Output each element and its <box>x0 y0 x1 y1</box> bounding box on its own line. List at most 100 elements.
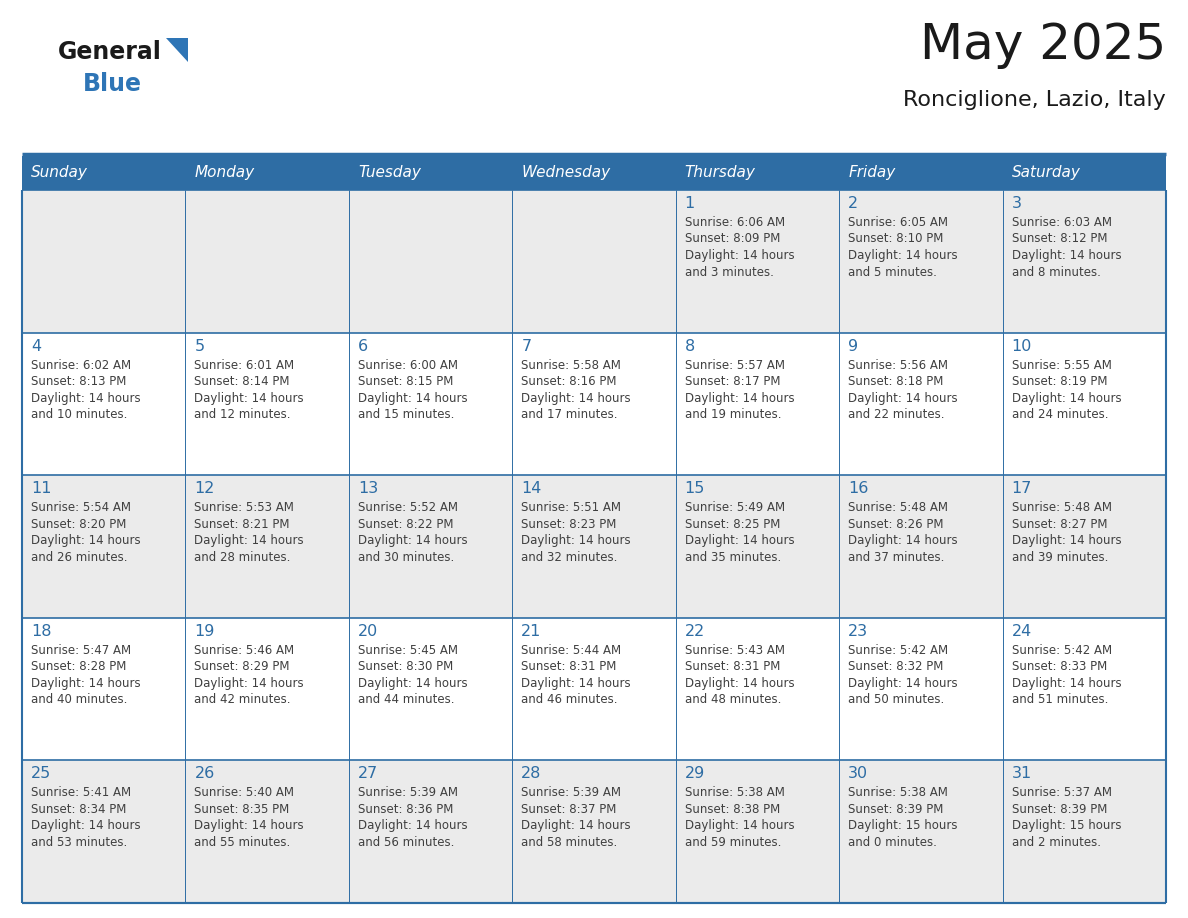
Text: Sunset: 8:25 PM: Sunset: 8:25 PM <box>684 518 781 531</box>
Text: Sunrise: 5:42 AM: Sunrise: 5:42 AM <box>1011 644 1112 656</box>
Text: Sunrise: 6:02 AM: Sunrise: 6:02 AM <box>31 359 131 372</box>
Text: Sunset: 8:10 PM: Sunset: 8:10 PM <box>848 232 943 245</box>
Text: Sunrise: 6:00 AM: Sunrise: 6:00 AM <box>358 359 457 372</box>
Text: Sunset: 8:20 PM: Sunset: 8:20 PM <box>31 518 126 531</box>
Text: and 24 minutes.: and 24 minutes. <box>1011 409 1108 421</box>
Text: General: General <box>58 40 162 64</box>
Text: and 51 minutes.: and 51 minutes. <box>1011 693 1108 706</box>
Text: and 17 minutes.: and 17 minutes. <box>522 409 618 421</box>
Text: Daylight: 14 hours: Daylight: 14 hours <box>522 392 631 405</box>
Text: Sunrise: 5:37 AM: Sunrise: 5:37 AM <box>1011 787 1112 800</box>
Text: 24: 24 <box>1011 624 1032 639</box>
Text: Daylight: 14 hours: Daylight: 14 hours <box>522 677 631 689</box>
Text: 17: 17 <box>1011 481 1032 497</box>
Text: Sunset: 8:31 PM: Sunset: 8:31 PM <box>684 660 781 673</box>
Bar <box>1003 156 1165 190</box>
Text: and 53 minutes.: and 53 minutes. <box>31 836 127 849</box>
Bar <box>23 476 1165 618</box>
Text: and 50 minutes.: and 50 minutes. <box>848 693 944 706</box>
Text: Sunset: 8:37 PM: Sunset: 8:37 PM <box>522 803 617 816</box>
Text: Daylight: 14 hours: Daylight: 14 hours <box>31 392 140 405</box>
Text: and 8 minutes.: and 8 minutes. <box>1011 265 1100 278</box>
Text: Daylight: 14 hours: Daylight: 14 hours <box>358 392 468 405</box>
Text: 4: 4 <box>31 339 42 353</box>
Text: Sunset: 8:39 PM: Sunset: 8:39 PM <box>848 803 943 816</box>
Bar <box>23 760 1165 903</box>
Bar <box>676 156 839 190</box>
Text: 26: 26 <box>195 767 215 781</box>
Text: 6: 6 <box>358 339 368 353</box>
Text: Daylight: 14 hours: Daylight: 14 hours <box>31 820 140 833</box>
Text: Sunset: 8:27 PM: Sunset: 8:27 PM <box>1011 518 1107 531</box>
Text: Daylight: 14 hours: Daylight: 14 hours <box>358 820 468 833</box>
Text: Daylight: 14 hours: Daylight: 14 hours <box>358 534 468 547</box>
Text: Daylight: 14 hours: Daylight: 14 hours <box>848 392 958 405</box>
Bar <box>23 618 1165 760</box>
Text: Sunrise: 6:05 AM: Sunrise: 6:05 AM <box>848 216 948 229</box>
Text: 27: 27 <box>358 767 378 781</box>
Text: and 56 minutes.: and 56 minutes. <box>358 836 454 849</box>
Text: and 12 minutes.: and 12 minutes. <box>195 409 291 421</box>
Text: Sunset: 8:38 PM: Sunset: 8:38 PM <box>684 803 781 816</box>
Text: and 35 minutes.: and 35 minutes. <box>684 551 781 564</box>
Text: Sunrise: 5:56 AM: Sunrise: 5:56 AM <box>848 359 948 372</box>
Text: and 40 minutes.: and 40 minutes. <box>31 693 127 706</box>
Text: Sunrise: 5:57 AM: Sunrise: 5:57 AM <box>684 359 785 372</box>
Text: Sunrise: 5:49 AM: Sunrise: 5:49 AM <box>684 501 785 514</box>
Text: Sunset: 8:14 PM: Sunset: 8:14 PM <box>195 375 290 388</box>
Text: and 2 minutes.: and 2 minutes. <box>1011 836 1100 849</box>
Text: 25: 25 <box>31 767 51 781</box>
Text: Sunrise: 5:38 AM: Sunrise: 5:38 AM <box>848 787 948 800</box>
Text: Daylight: 14 hours: Daylight: 14 hours <box>195 534 304 547</box>
Text: 1: 1 <box>684 196 695 211</box>
Text: and 26 minutes.: and 26 minutes. <box>31 551 127 564</box>
Text: 3: 3 <box>1011 196 1022 211</box>
Text: Sunset: 8:17 PM: Sunset: 8:17 PM <box>684 375 781 388</box>
Text: Sunset: 8:15 PM: Sunset: 8:15 PM <box>358 375 454 388</box>
Text: Daylight: 14 hours: Daylight: 14 hours <box>1011 249 1121 262</box>
Text: Wednesday: Wednesday <box>522 165 611 181</box>
Text: Sunset: 8:16 PM: Sunset: 8:16 PM <box>522 375 617 388</box>
Text: and 46 minutes.: and 46 minutes. <box>522 693 618 706</box>
Text: and 48 minutes.: and 48 minutes. <box>684 693 781 706</box>
Text: Sunrise: 5:53 AM: Sunrise: 5:53 AM <box>195 501 295 514</box>
Text: Sunday: Sunday <box>31 165 88 181</box>
Text: Sunset: 8:09 PM: Sunset: 8:09 PM <box>684 232 781 245</box>
Text: Sunrise: 5:46 AM: Sunrise: 5:46 AM <box>195 644 295 656</box>
Bar <box>23 156 185 190</box>
Bar <box>185 156 349 190</box>
Text: and 59 minutes.: and 59 minutes. <box>684 836 781 849</box>
Text: Sunrise: 5:55 AM: Sunrise: 5:55 AM <box>1011 359 1112 372</box>
Text: Sunrise: 5:48 AM: Sunrise: 5:48 AM <box>848 501 948 514</box>
Text: and 55 minutes.: and 55 minutes. <box>195 836 291 849</box>
Text: 23: 23 <box>848 624 868 639</box>
Text: Sunrise: 5:42 AM: Sunrise: 5:42 AM <box>848 644 948 656</box>
Text: Tuesday: Tuesday <box>358 165 421 181</box>
Text: Daylight: 14 hours: Daylight: 14 hours <box>684 249 795 262</box>
Text: 14: 14 <box>522 481 542 497</box>
Text: Sunrise: 6:06 AM: Sunrise: 6:06 AM <box>684 216 785 229</box>
Text: Ronciglione, Lazio, Italy: Ronciglione, Lazio, Italy <box>903 90 1165 110</box>
Text: and 10 minutes.: and 10 minutes. <box>31 409 127 421</box>
Text: 19: 19 <box>195 624 215 639</box>
Text: Sunrise: 5:47 AM: Sunrise: 5:47 AM <box>31 644 131 656</box>
Text: Sunset: 8:33 PM: Sunset: 8:33 PM <box>1011 660 1107 673</box>
Text: Sunset: 8:21 PM: Sunset: 8:21 PM <box>195 518 290 531</box>
Text: 2: 2 <box>848 196 858 211</box>
Text: Sunset: 8:23 PM: Sunset: 8:23 PM <box>522 518 617 531</box>
Text: Sunset: 8:19 PM: Sunset: 8:19 PM <box>1011 375 1107 388</box>
Text: 15: 15 <box>684 481 706 497</box>
Text: Daylight: 15 hours: Daylight: 15 hours <box>1011 820 1121 833</box>
Text: Daylight: 14 hours: Daylight: 14 hours <box>195 820 304 833</box>
Text: 5: 5 <box>195 339 204 353</box>
Text: and 30 minutes.: and 30 minutes. <box>358 551 454 564</box>
Bar <box>512 156 676 190</box>
Bar <box>23 190 1165 332</box>
Bar <box>839 156 1003 190</box>
Text: Sunrise: 5:43 AM: Sunrise: 5:43 AM <box>684 644 785 656</box>
Polygon shape <box>166 38 188 62</box>
Text: Daylight: 14 hours: Daylight: 14 hours <box>31 534 140 547</box>
Text: 31: 31 <box>1011 767 1032 781</box>
Text: 13: 13 <box>358 481 378 497</box>
Text: Sunset: 8:39 PM: Sunset: 8:39 PM <box>1011 803 1107 816</box>
